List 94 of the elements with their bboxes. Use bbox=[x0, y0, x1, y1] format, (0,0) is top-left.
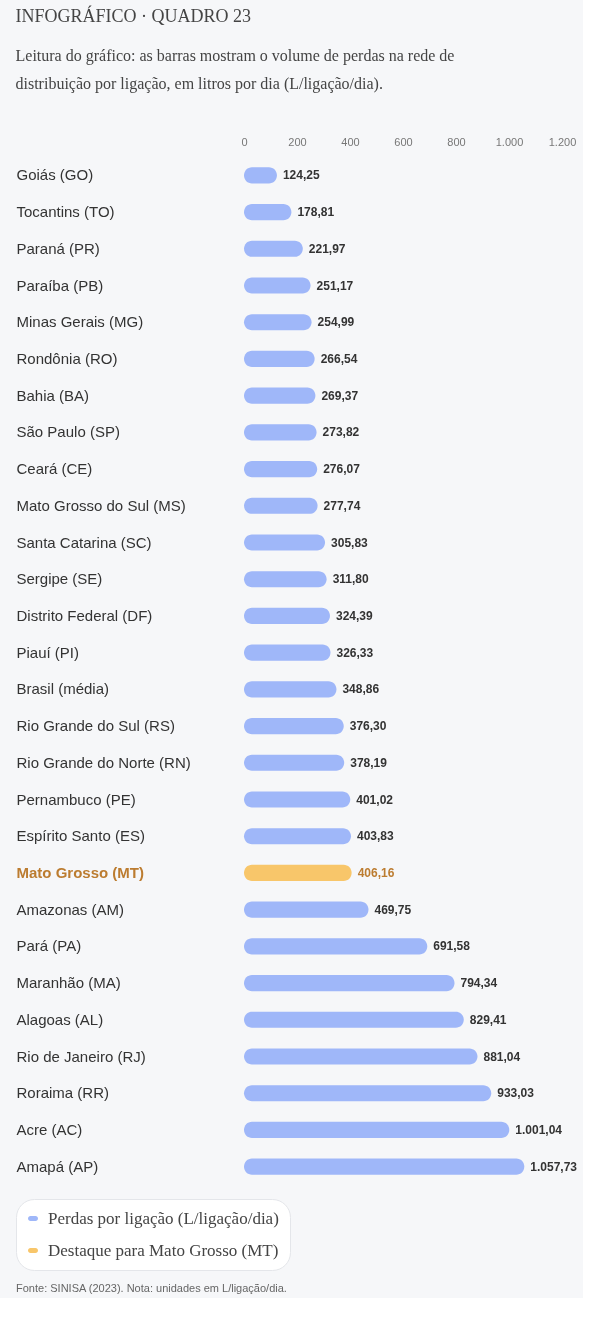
y-tick-label: Ceará (CE) bbox=[16, 460, 93, 478]
y-tick-label: Alagoas (AL) bbox=[16, 1010, 104, 1028]
bar bbox=[244, 424, 317, 441]
data-label: 221,97 bbox=[308, 241, 346, 256]
y-tick-label: Piauí (PI) bbox=[16, 643, 80, 661]
bar bbox=[244, 1011, 464, 1028]
bar bbox=[244, 644, 331, 661]
bar bbox=[244, 571, 327, 588]
source-note: Fonte: SINISA (2023). Nota: unidades em L/ligação/dia. bbox=[16, 1282, 287, 1294]
bar bbox=[244, 717, 344, 735]
bar bbox=[244, 1158, 525, 1175]
bar bbox=[244, 864, 352, 882]
data-label: 469,75 bbox=[374, 902, 412, 917]
x-tick-label: 400 bbox=[341, 135, 360, 148]
bar bbox=[244, 497, 318, 514]
data-label: 406,16 bbox=[357, 865, 395, 880]
chart-title: INFOGRÁFICO · QUADRO 23 bbox=[15, 5, 252, 26]
y-tick-label: Rio Grande do Sul (RS) bbox=[16, 717, 175, 735]
x-tick-label: 800 bbox=[447, 135, 466, 148]
data-label: 178,81 bbox=[297, 205, 335, 220]
y-tick-label: Rio de Janeiro (RJ) bbox=[16, 1047, 146, 1065]
y-tick-label: Brasil (média) bbox=[16, 680, 110, 698]
data-label: 933,03 bbox=[497, 1086, 535, 1101]
x-tick-label: 1.000 bbox=[495, 135, 524, 148]
bar bbox=[244, 938, 428, 955]
x-tick-label: 600 bbox=[394, 135, 413, 148]
data-label: 311,80 bbox=[332, 572, 369, 587]
y-tick-label: Rio Grande do Norte (RN) bbox=[16, 753, 191, 771]
y-tick-label: Mato Grosso (MT) bbox=[16, 863, 144, 881]
data-label: 691,58 bbox=[433, 939, 471, 954]
bar bbox=[244, 791, 351, 808]
y-tick-label: Rondônia (RO) bbox=[16, 349, 118, 367]
data-label: 266,54 bbox=[320, 351, 358, 366]
x-tick-label: 1.200 bbox=[548, 135, 577, 148]
data-label: 881,04 bbox=[483, 1049, 521, 1064]
data-label: 254,99 bbox=[317, 315, 355, 330]
y-tick-label: Acre (AC) bbox=[16, 1120, 83, 1138]
y-tick-label: Amapá (AP) bbox=[16, 1157, 99, 1175]
bar bbox=[244, 974, 455, 992]
y-tick-label: Sergipe (SE) bbox=[16, 570, 103, 588]
bar bbox=[244, 240, 303, 257]
bar bbox=[244, 350, 315, 368]
data-label: 324,39 bbox=[335, 608, 373, 623]
chart-subtitle: Leitura do gráfico: as barras mostram o volume de perdas na rede de distribuição por ligação, em litros por dia (L/ligação/dia). bbox=[15, 47, 455, 93]
bar bbox=[244, 1085, 492, 1102]
data-label: 251,17 bbox=[316, 278, 354, 293]
data-label: 401,02 bbox=[356, 792, 394, 807]
data-label: 794,34 bbox=[460, 976, 498, 991]
bar bbox=[244, 754, 345, 771]
y-tick-label: Goiás (GO) bbox=[16, 166, 94, 184]
data-label: 403,83 bbox=[357, 829, 395, 844]
x-tick-label: 200 bbox=[288, 135, 307, 148]
bar bbox=[244, 828, 352, 845]
data-label: 124,25 bbox=[282, 168, 320, 183]
data-label: 1.057,73 bbox=[530, 1159, 578, 1174]
bar bbox=[244, 460, 318, 478]
data-label: 378,19 bbox=[350, 755, 388, 770]
y-tick-label: Pará (PA) bbox=[16, 937, 82, 955]
data-label: 269,37 bbox=[321, 388, 359, 403]
y-tick-label: Maranhão (MA) bbox=[16, 974, 121, 992]
data-label: 376,30 bbox=[349, 719, 387, 734]
data-label: 277,74 bbox=[323, 498, 361, 513]
x-tick-label: 0 bbox=[241, 135, 248, 148]
bar bbox=[244, 681, 337, 698]
y-tick-label: São Paulo (SP) bbox=[16, 423, 120, 441]
data-label: 348,86 bbox=[342, 682, 380, 697]
bar bbox=[244, 534, 326, 551]
data-label: 1.001,04 bbox=[515, 1122, 563, 1137]
y-tick-label: Bahia (BA) bbox=[16, 386, 90, 404]
legend-label: Destaque para Mato Grosso (MT) bbox=[48, 1240, 279, 1260]
y-tick-label: Pernambuco (PE) bbox=[16, 790, 136, 808]
y-tick-label: Minas Gerais (MG) bbox=[16, 313, 144, 331]
bar bbox=[244, 901, 369, 918]
y-tick-label: Mato Grosso do Sul (MS) bbox=[16, 496, 186, 514]
y-tick-label: Amazonas (AM) bbox=[16, 900, 125, 918]
bar bbox=[244, 1121, 510, 1139]
y-tick-label: Espírito Santo (ES) bbox=[16, 827, 145, 845]
data-label: 829,41 bbox=[469, 1012, 507, 1027]
y-tick-label: Tocantins (TO) bbox=[16, 203, 115, 221]
y-tick-label: Paraíba (PB) bbox=[16, 276, 104, 294]
y-tick-label: Roraima (RR) bbox=[16, 1084, 110, 1102]
y-tick-label: Santa Catarina (SC) bbox=[16, 533, 152, 551]
bar bbox=[244, 387, 316, 404]
bar bbox=[244, 1048, 478, 1065]
y-tick-label: Paraná (PR) bbox=[16, 239, 100, 257]
data-label: 273,82 bbox=[322, 425, 360, 440]
bar bbox=[244, 314, 312, 331]
bar bbox=[244, 277, 311, 294]
data-label: 326,33 bbox=[336, 645, 374, 660]
data-label: 276,07 bbox=[323, 462, 361, 477]
bar bbox=[244, 607, 330, 625]
legend-label: Perdas por ligação (L/ligação/dia) bbox=[48, 1208, 279, 1228]
y-tick-label: Distrito Federal (DF) bbox=[16, 606, 153, 624]
data-label: 305,83 bbox=[331, 535, 369, 550]
